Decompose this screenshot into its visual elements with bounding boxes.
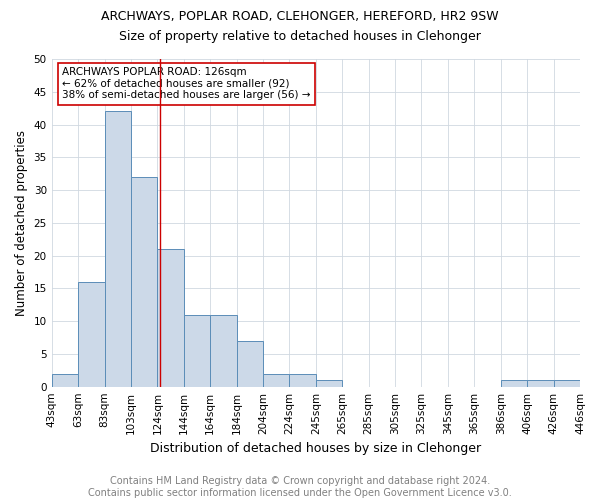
Bar [52,374,78,386]
Bar [501,380,527,386]
Bar [236,341,263,386]
Y-axis label: Number of detached properties: Number of detached properties [15,130,28,316]
Text: Size of property relative to detached houses in Clehonger: Size of property relative to detached ho… [119,30,481,43]
Bar [157,249,184,386]
Bar [289,374,316,386]
Bar [316,380,342,386]
Text: ARCHWAYS, POPLAR ROAD, CLEHONGER, HEREFORD, HR2 9SW: ARCHWAYS, POPLAR ROAD, CLEHONGER, HEREFO… [101,10,499,23]
Bar [131,177,157,386]
Bar [554,380,580,386]
Text: ARCHWAYS POPLAR ROAD: 126sqm
← 62% of detached houses are smaller (92)
38% of se: ARCHWAYS POPLAR ROAD: 126sqm ← 62% of de… [62,67,311,100]
Bar [78,282,104,387]
Bar [104,112,131,386]
Bar [184,314,210,386]
Bar [263,374,289,386]
X-axis label: Distribution of detached houses by size in Clehonger: Distribution of detached houses by size … [150,442,481,455]
Bar [527,380,554,386]
Bar [210,314,236,386]
Text: Contains HM Land Registry data © Crown copyright and database right 2024.
Contai: Contains HM Land Registry data © Crown c… [88,476,512,498]
